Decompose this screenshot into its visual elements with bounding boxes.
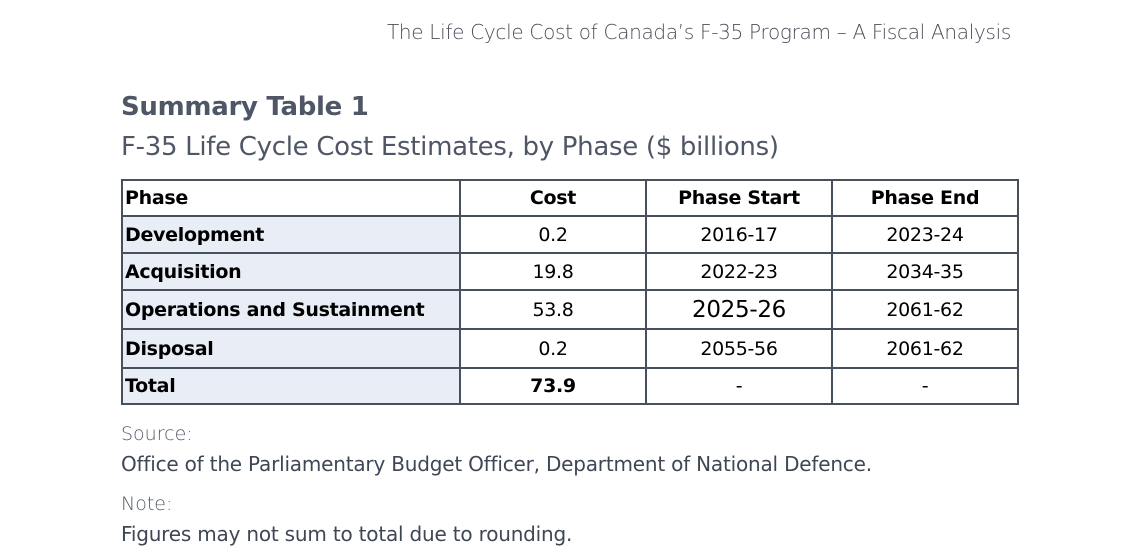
note-text: Figures may not sum to total due to roun… [121, 522, 573, 546]
table-number: Summary Table 1 [121, 92, 369, 122]
cost-cell: 19.8 [459, 252, 647, 291]
cost-cell: 0.2 [459, 215, 647, 254]
start-cell: 2025-26 [645, 289, 833, 330]
cost-cell: 0.2 [459, 328, 647, 369]
source-text: Office of the Parliamentary Budget Offic… [121, 452, 872, 476]
column-header: Phase Start [645, 179, 833, 217]
end-cell: 2023-24 [831, 215, 1019, 254]
start-cell: - [645, 367, 833, 405]
table-row: Operations and Sustainment 53.8 2025-26 … [121, 289, 1019, 330]
table-header-row: Phase Cost Phase Start Phase End [121, 179, 1019, 217]
start-cell: 2022-23 [645, 252, 833, 291]
table-row: Development 0.2 2016-17 2023-24 [121, 215, 1019, 254]
running-header: The Life Cycle Cost of Canada’s F-35 Pro… [386, 20, 1011, 44]
start-cell: 2055-56 [645, 328, 833, 369]
total-cost-cell: 73.9 [459, 367, 647, 405]
end-cell: 2061-62 [831, 328, 1019, 369]
phase-cell: Development [121, 215, 461, 254]
phase-cell: Acquisition [121, 252, 461, 291]
end-cell: 2061-62 [831, 289, 1019, 330]
column-header: Cost [459, 179, 647, 217]
start-cell: 2016-17 [645, 215, 833, 254]
cost-cell: 53.8 [459, 289, 647, 330]
end-cell: 2034-35 [831, 252, 1019, 291]
note-label: Note: [121, 493, 173, 515]
end-cell: - [831, 367, 1019, 405]
table-row: Disposal 0.2 2055-56 2061-62 [121, 328, 1019, 369]
total-row: Total 73.9 - - [121, 367, 1019, 405]
table-row: Acquisition 19.8 2022-23 2034-35 [121, 252, 1019, 291]
phase-cell: Operations and Sustainment [121, 289, 461, 330]
phase-cell: Total [121, 367, 461, 405]
table-title: F-35 Life Cycle Cost Estimates, by Phase… [121, 132, 779, 162]
source-label: Source: [121, 423, 193, 445]
column-header: Phase [121, 179, 461, 217]
column-header: Phase End [831, 179, 1019, 217]
cost-table: Phase Cost Phase Start Phase End Develop… [121, 179, 1019, 405]
phase-cell: Disposal [121, 328, 461, 369]
